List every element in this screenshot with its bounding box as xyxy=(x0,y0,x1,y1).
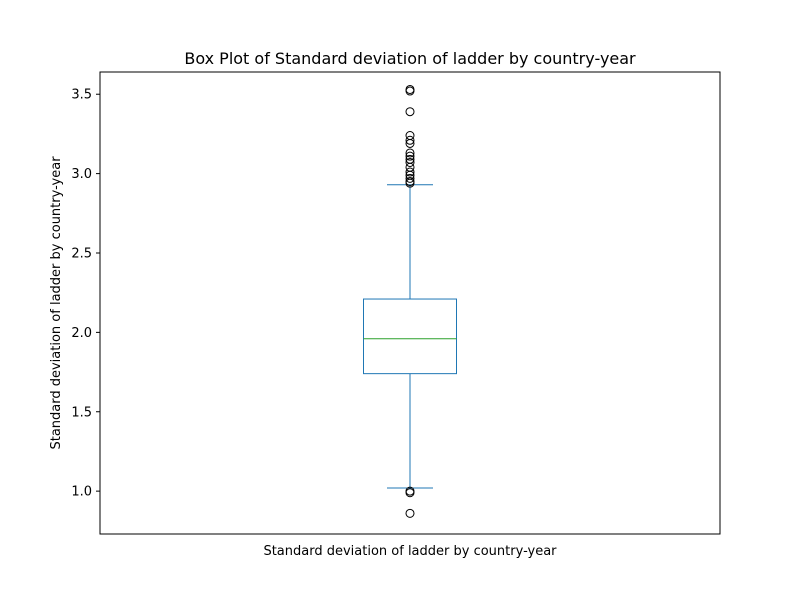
y-tick-label: 2.5 xyxy=(71,246,92,261)
y-tick-label: 1.5 xyxy=(71,405,92,420)
outlier-point xyxy=(405,84,415,94)
outlier-point xyxy=(405,148,415,158)
outlier-point xyxy=(405,154,415,164)
chart-title: Box Plot of Standard deviation of ladder… xyxy=(184,49,636,68)
y-ticks-group: 1.0 1.5 2.0 2.5 3.0 3.5 xyxy=(71,88,100,500)
plot-frame xyxy=(99,71,721,535)
y-tick-label: 2.0 xyxy=(71,326,92,341)
y-tick-label: 3.0 xyxy=(71,167,92,182)
outlier-point xyxy=(405,177,415,187)
outlier-point xyxy=(405,167,415,177)
x-axis-label: Standard deviation of ladder by country-… xyxy=(263,544,557,559)
outlier-point xyxy=(405,162,415,172)
outlier-point xyxy=(405,135,415,145)
iqr-box xyxy=(363,298,457,375)
plot-marks-group xyxy=(363,84,457,518)
outlier-point xyxy=(405,151,415,161)
outlier-point xyxy=(405,486,415,496)
outlier-point xyxy=(405,157,415,167)
y-tick-label: 3.5 xyxy=(71,88,92,103)
outlier-point xyxy=(405,131,415,141)
outlier-point xyxy=(405,173,415,183)
y-tick-label: 1.0 xyxy=(71,485,92,500)
outlier-point xyxy=(405,107,415,117)
y-axis-label: Standard deviation of ladder by country-… xyxy=(49,156,64,450)
outlier-point xyxy=(405,508,415,518)
